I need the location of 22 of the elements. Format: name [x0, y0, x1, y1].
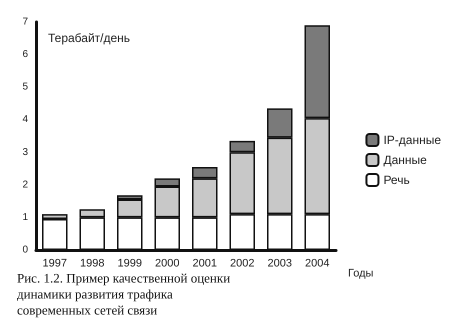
- y-tick-label: 4: [22, 114, 28, 126]
- legend-label: Данные: [383, 153, 428, 167]
- y-axis-title: Терабайт/день: [48, 31, 130, 45]
- text: Рис. 1.2. Пример качественной оценки динамики развития трафика современных сетей связи: [17, 270, 234, 318]
- x-tick-label: 1998: [80, 258, 104, 270]
- legend-label: Речь: [383, 173, 410, 187]
- x-tick-label: 2004: [305, 258, 330, 270]
- y-tick-label: 7: [22, 16, 28, 28]
- x-tick-label: 2001: [192, 258, 217, 270]
- y-tick-label: 0: [22, 244, 28, 256]
- y-tick-label: 2: [22, 179, 28, 190]
- x-axis-title: Годы: [348, 268, 374, 280]
- x-tick-label: 2003: [268, 258, 292, 270]
- y-tick-label: 6: [22, 49, 28, 60]
- y-tick-label: 5: [22, 82, 28, 93]
- x-tick-label: 2000: [155, 258, 180, 270]
- x-tick-label: 1999: [118, 258, 142, 270]
- y-tick-label: 1: [22, 212, 28, 223]
- x-tick-label: 1997: [42, 258, 67, 270]
- legend-label: IP-данные: [383, 133, 442, 147]
- x-tick-label: 2002: [230, 258, 254, 270]
- y-tick-label: 3: [22, 146, 28, 158]
